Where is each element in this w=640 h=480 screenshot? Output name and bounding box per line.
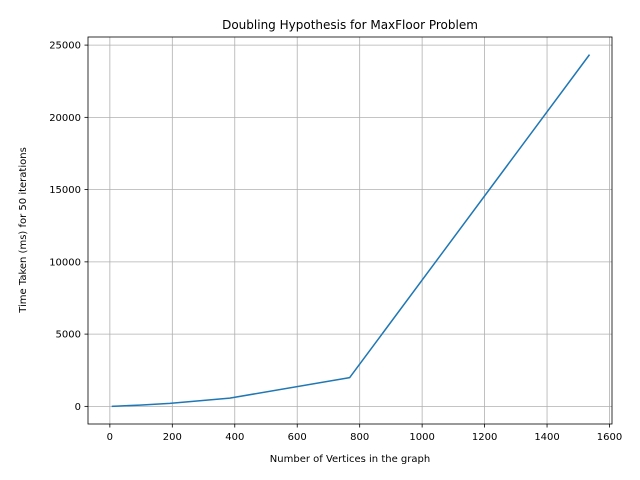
x-axis-label: Number of Vertices in the graph bbox=[270, 454, 430, 465]
x-tick-label: 1200 bbox=[472, 432, 497, 443]
y-tick-label: 5000 bbox=[56, 330, 81, 341]
x-tick-label: 400 bbox=[225, 432, 244, 443]
y-tick-label: 10000 bbox=[49, 257, 81, 268]
chart-title: Doubling Hypothesis for MaxFloor Problem bbox=[222, 18, 478, 32]
grid bbox=[88, 37, 612, 424]
y-tick-label: 15000 bbox=[49, 185, 81, 196]
plot-frame bbox=[87, 36, 613, 425]
series-line bbox=[111, 54, 591, 408]
x-tick-label: 600 bbox=[288, 432, 307, 443]
y-axis-label: Time Taken (ms) for 50 iterations bbox=[18, 147, 29, 314]
x-tick-label: 1000 bbox=[409, 432, 434, 443]
x-tick-label: 800 bbox=[350, 432, 369, 443]
x-axis: 0 200 400 600 800 1000 1200 1400 1600 bbox=[107, 424, 622, 443]
y-tick-label: 0 bbox=[75, 402, 81, 413]
y-tick-label: 25000 bbox=[49, 41, 81, 52]
x-tick-label: 200 bbox=[163, 432, 182, 443]
x-tick-label: 0 bbox=[107, 432, 113, 443]
x-tick-label: 1400 bbox=[534, 432, 559, 443]
series-layer bbox=[111, 54, 591, 408]
x-tick-label: 1600 bbox=[597, 432, 622, 443]
y-axis: 0 5000 10000 15000 20000 25000 bbox=[49, 41, 88, 413]
y-tick-label: 20000 bbox=[49, 113, 81, 124]
